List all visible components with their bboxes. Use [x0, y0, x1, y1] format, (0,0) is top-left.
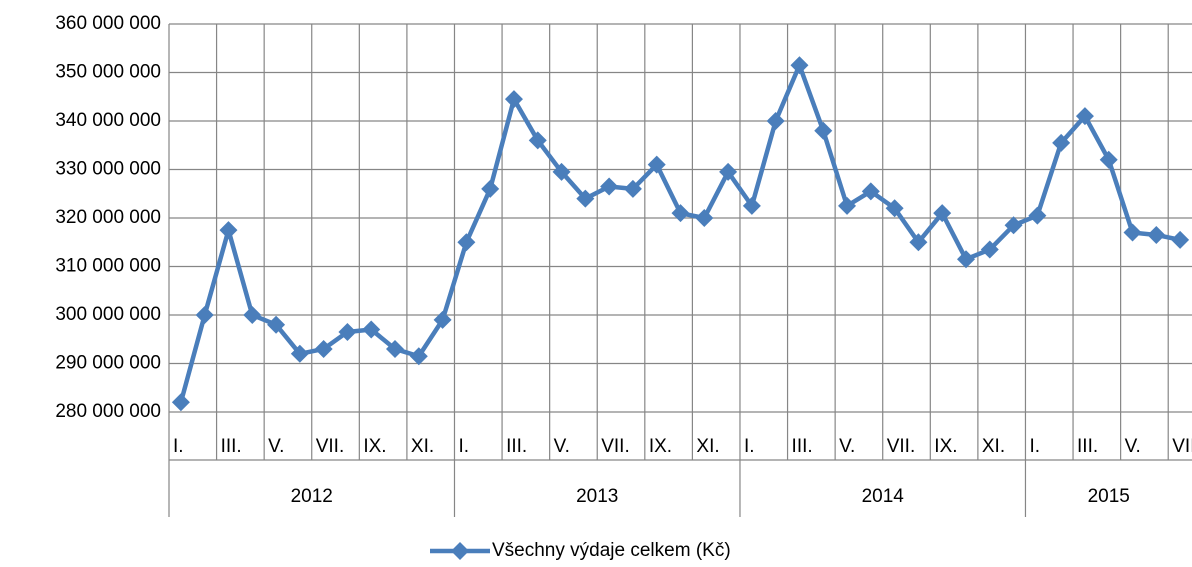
- data-point: [290, 344, 309, 363]
- x-tick-label: XI.: [982, 436, 1005, 457]
- data-point: [1099, 150, 1118, 169]
- data-point: [433, 310, 452, 329]
- data-point: [695, 209, 714, 227]
- data-point: [719, 162, 738, 181]
- data-point: [409, 347, 428, 366]
- data-point: [1004, 216, 1023, 235]
- x-tick-label: III.: [1077, 436, 1098, 457]
- data-point: [980, 240, 999, 259]
- y-tick-label: 320 000 000: [55, 207, 161, 228]
- data-point: [814, 121, 833, 140]
- group-label: 2012: [291, 486, 333, 507]
- data-point: [171, 393, 190, 412]
- y-tick-label: 300 000 000: [55, 304, 161, 325]
- group-label: 2013: [576, 486, 618, 507]
- data-point: [362, 320, 381, 339]
- data-point: [457, 233, 476, 252]
- group-label: 2014: [862, 486, 905, 507]
- x-tick-label: V.: [1125, 436, 1141, 457]
- y-tick-label: 310 000 000: [55, 256, 161, 277]
- y-tick-label: 330 000 000: [55, 159, 161, 180]
- data-point: [338, 322, 357, 341]
- y-tick-label: 280 000 000: [55, 401, 161, 422]
- y-tick-label: 340 000 000: [55, 110, 161, 131]
- data-point: [1147, 225, 1166, 244]
- data-point: [576, 189, 595, 208]
- data-point: [195, 306, 214, 324]
- x-tick-label: I.: [173, 436, 184, 457]
- x-tick-label: I.: [744, 436, 755, 457]
- data-point: [790, 56, 809, 75]
- data-point: [647, 155, 666, 174]
- data-point: [956, 250, 975, 269]
- x-tick-label: V.: [839, 436, 855, 457]
- data-point: [386, 339, 405, 358]
- y-tick-label: 360 000 000: [55, 13, 161, 34]
- data-point: [1028, 206, 1047, 225]
- data-point: [885, 199, 904, 218]
- x-tick-label: IX.: [934, 436, 957, 457]
- data-point: [552, 162, 571, 181]
- data-point: [933, 204, 952, 223]
- data-point: [267, 315, 286, 334]
- x-tick-label: XI.: [411, 436, 434, 457]
- data-point: [623, 179, 642, 198]
- x-tick-label: III.: [792, 436, 813, 457]
- data-point: [1075, 107, 1094, 126]
- data-point: [861, 182, 880, 201]
- y-tick-label: 290 000 000: [55, 353, 161, 374]
- y-tick-label: 350 000 000: [55, 62, 161, 83]
- data-point: [219, 221, 238, 240]
- data-point: [314, 339, 333, 358]
- data-point: [1052, 133, 1071, 152]
- x-tick-label: XI.: [696, 436, 719, 457]
- x-tick-label: V.: [554, 436, 570, 457]
- x-tick-label: III.: [221, 436, 242, 457]
- x-tick-label: VII.: [601, 436, 630, 457]
- data-point: [528, 131, 547, 150]
- data-point: [766, 112, 785, 130]
- x-tick-label: III.: [506, 436, 527, 457]
- legend-label: Všechny výdaje celkem (Kč): [492, 540, 731, 561]
- data-point: [909, 233, 928, 252]
- data-point: [600, 177, 619, 196]
- x-tick-label: V.: [268, 436, 284, 457]
- data-point: [742, 196, 761, 215]
- data-point: [838, 196, 857, 215]
- x-tick-label: IX.: [649, 436, 672, 457]
- legend-marker: [451, 542, 469, 560]
- data-point: [504, 90, 523, 109]
- data-point: [243, 306, 262, 324]
- x-tick-label: VII: [1172, 436, 1192, 457]
- x-tick-label: VII.: [887, 436, 916, 457]
- data-point: [671, 204, 690, 223]
- x-tick-label: IX.: [363, 436, 386, 457]
- group-label: 2015: [1088, 486, 1130, 507]
- x-tick-label: I.: [458, 436, 469, 457]
- data-point: [481, 179, 500, 198]
- data-point: [1171, 230, 1190, 249]
- data-point: [1123, 223, 1142, 242]
- x-tick-label: VII.: [316, 436, 345, 457]
- series-line: [178, 62, 1181, 403]
- x-tick-label: I.: [1029, 436, 1040, 457]
